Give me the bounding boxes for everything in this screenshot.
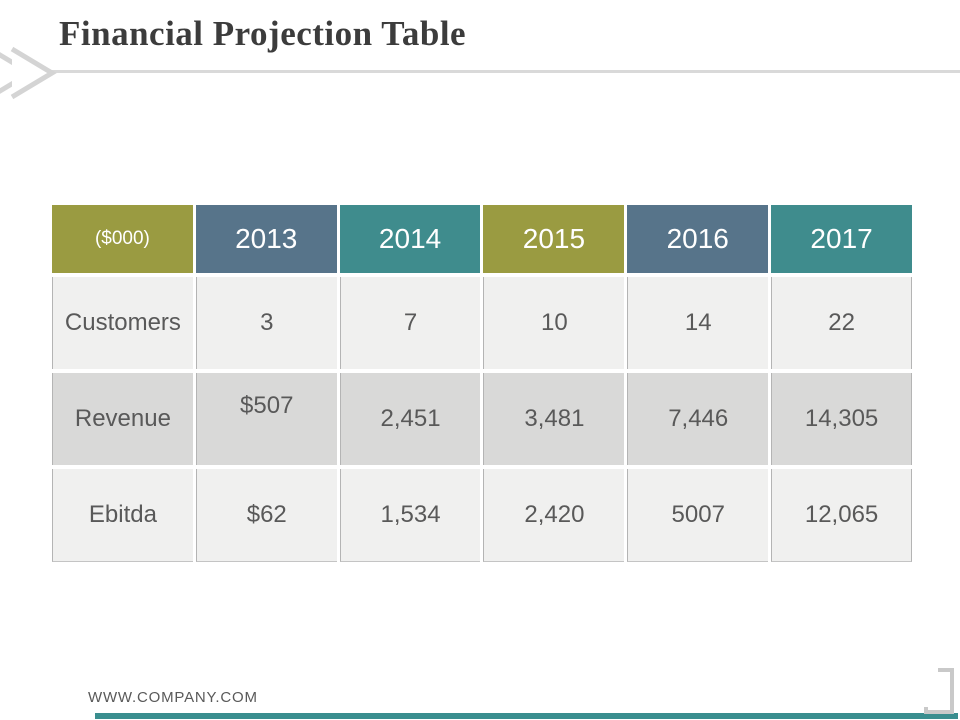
data-cell-raised-value: $507 [240,392,294,419]
data-cell: 14 [627,277,769,369]
table-row: Ebitda $62 1,534 2,420 5007 12,065 [52,469,912,562]
column-header: 2015 [483,205,625,273]
data-cell: 22 [771,277,912,369]
data-cell: 3 [195,277,337,369]
data-cell: $507 [195,373,337,465]
data-cell: 2,451 [339,373,481,465]
column-header: 2017 [771,205,912,273]
data-cell: 10 [483,277,625,369]
table-header-row: ($000) 2013 2014 2015 2016 2017 [52,205,912,273]
table-row: Customers 3 7 10 14 22 [52,277,912,369]
data-cell: 2,420 [483,469,625,562]
data-cell: $62 [195,469,337,562]
data-cell: 3,481 [483,373,625,465]
column-header: 2013 [195,205,337,273]
unit-header-cell: ($000) [52,205,193,273]
row-label: Revenue [52,373,193,465]
column-header: 2016 [627,205,769,273]
data-cell: 12,065 [771,469,912,562]
title-underline [6,70,960,73]
corner-bracket-icon [924,666,958,720]
data-cell: 14,305 [771,373,912,465]
double-chevron-icon [0,44,76,107]
row-label: Customers [52,277,193,369]
data-cell: 5007 [627,469,769,562]
data-cell: 7 [339,277,481,369]
row-label: Ebitda [52,469,193,562]
data-cell: 7,446 [627,373,769,465]
data-cell: 1,534 [339,469,481,562]
column-header: 2014 [339,205,481,273]
financial-projection-table: ($000) 2013 2014 2015 2016 2017 Customer… [49,201,915,566]
website-text: WWW.COMPANY.COM [88,689,258,706]
table-row: Revenue $507 2,451 3,481 7,446 14,305 [52,373,912,465]
footer-accent-bar [95,713,958,719]
page-title: Financial Projection Table [59,14,467,53]
